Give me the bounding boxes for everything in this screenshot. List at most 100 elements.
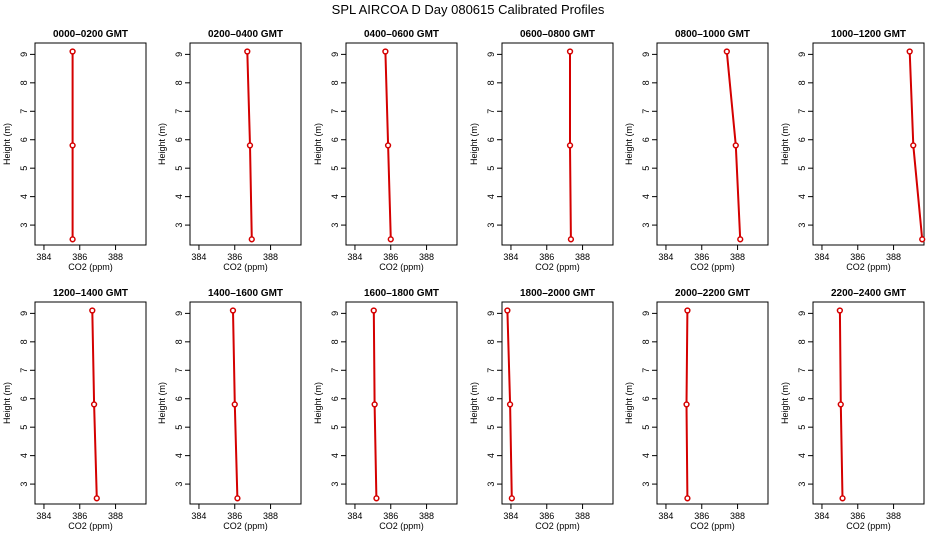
x-axis-label: CO2 (ppm): [68, 521, 113, 531]
panel-6: 1000–1200 GMT 384 386 388 3 4 5 6 7 8 9 CO2 (ppm) He…: [780, 29, 926, 272]
x-tick-label: 384: [503, 511, 518, 521]
y-tick-label: 5: [174, 425, 184, 430]
x-axis-label: CO2 (ppm): [690, 521, 735, 531]
data-point: [229, 307, 237, 314]
y-tick-label: 5: [797, 166, 807, 171]
x-tick-label: 388: [886, 511, 901, 521]
y-tick-label: 6: [641, 137, 651, 142]
x-tick-label: 384: [814, 511, 829, 521]
x-tick-label: 384: [191, 511, 206, 521]
panel-title: 1200–1400 GMT: [53, 288, 128, 299]
y-tick-label: 5: [330, 425, 340, 430]
y-tick-label: 9: [174, 52, 184, 57]
y-tick-label: 6: [174, 396, 184, 401]
y-tick-label: 8: [641, 339, 651, 344]
y-tick-label: 9: [486, 52, 496, 57]
data-point: [566, 142, 574, 149]
data-point: [836, 307, 844, 314]
panel-title: 1400–1600 GMT: [208, 288, 283, 299]
data-point: [566, 48, 574, 55]
x-tick-label: 388: [886, 252, 901, 262]
data-point: [910, 142, 917, 149]
y-tick-label: 9: [19, 52, 29, 57]
panel-title: 0200–0400 GMT: [208, 29, 283, 40]
y-tick-label: 9: [797, 52, 807, 57]
data-point: [508, 495, 515, 502]
y-tick-label: 9: [330, 311, 340, 316]
y-tick-label: 4: [174, 453, 184, 458]
y-tick-label: 4: [330, 453, 340, 458]
x-tick-label: 386: [72, 511, 87, 521]
y-tick-label: 9: [174, 311, 184, 316]
figure-title: SPL AIRCOA D Day 080615 Calibrated Profi…: [332, 2, 605, 17]
x-tick-label: 388: [263, 511, 278, 521]
y-tick-label: 7: [174, 368, 184, 373]
y-tick-label: 9: [797, 311, 807, 316]
data-point: [732, 142, 739, 149]
y-tick-label: 9: [641, 311, 651, 316]
data-point: [90, 401, 98, 408]
panel-title: 0400–0600 GMT: [364, 29, 439, 40]
x-axis-label: CO2 (ppm): [379, 262, 424, 272]
x-tick-label: 388: [263, 252, 278, 262]
panel-title: 0800–1000 GMT: [675, 29, 750, 40]
y-axis-label: Height (m): [780, 123, 790, 165]
x-tick-label: 384: [814, 252, 829, 262]
y-axis-label: Height (m): [624, 382, 634, 424]
data-point: [919, 236, 926, 243]
panel-2: 0200–0400 GMT 384 386 388 3 4 5 6 7 8 9 CO2 (ppm) He…: [157, 29, 302, 272]
panel-1: 0000–0200 GMT 384 386 388 3 4 5 6 7 8 9 CO2 (ppm) He…: [2, 29, 147, 272]
y-tick-label: 4: [641, 453, 651, 458]
y-tick-label: 4: [486, 453, 496, 458]
x-tick-label: 386: [72, 252, 87, 262]
panel-title: 2000–2200 GMT: [675, 288, 750, 299]
x-tick-label: 388: [730, 511, 745, 521]
plot-frame: [656, 301, 769, 505]
x-tick-label: 388: [575, 252, 590, 262]
panel-title: 2200–2400 GMT: [831, 288, 906, 299]
y-axis-label: Height (m): [624, 123, 634, 165]
y-axis-label: Height (m): [157, 123, 167, 165]
x-tick-label: 386: [850, 511, 865, 521]
y-tick-label: 5: [330, 166, 340, 171]
data-point: [723, 48, 730, 55]
y-tick-label: 4: [797, 194, 807, 199]
y-tick-label: 7: [19, 109, 29, 114]
panel-title: 1600–1800 GMT: [364, 288, 439, 299]
y-tick-label: 4: [797, 453, 807, 458]
y-tick-label: 6: [641, 396, 651, 401]
x-axis-label: CO2 (ppm): [223, 521, 268, 531]
x-tick-label: 386: [850, 252, 865, 262]
plot-frame: [34, 42, 147, 246]
panel-11: 2000–2200 GMT 384 386 388 3 4 5 6 7 8 9 CO2 (ppm) He…: [624, 288, 769, 531]
y-axis-label: Height (m): [469, 382, 479, 424]
y-tick-label: 4: [641, 194, 651, 199]
y-axis-label: Height (m): [2, 123, 12, 165]
data-point: [248, 236, 255, 243]
y-tick-label: 5: [486, 425, 496, 430]
data-point: [370, 307, 377, 314]
plot-frame: [189, 42, 302, 246]
y-tick-label: 3: [641, 223, 651, 228]
x-axis-label: CO2 (ppm): [846, 521, 891, 531]
x-tick-label: 386: [539, 252, 554, 262]
y-tick-label: 8: [19, 80, 29, 85]
y-tick-label: 3: [19, 482, 29, 487]
data-point: [69, 142, 76, 149]
data-point: [89, 307, 96, 314]
plot-frame: [656, 42, 769, 246]
y-tick-label: 3: [174, 482, 184, 487]
x-tick-label: 386: [694, 511, 709, 521]
panel-title: 0600–0800 GMT: [520, 29, 595, 40]
y-tick-label: 5: [19, 425, 29, 430]
x-tick-label: 388: [108, 511, 123, 521]
y-tick-label: 6: [797, 396, 807, 401]
y-axis-label: Height (m): [313, 123, 323, 165]
data-point: [839, 495, 846, 502]
y-tick-label: 3: [486, 482, 496, 487]
y-tick-label: 7: [19, 368, 29, 373]
y-tick-label: 6: [19, 137, 29, 142]
y-axis-label: Height (m): [313, 382, 323, 424]
panel-9: 1600–1800 GMT 384 386 388 3 4 5 6 7 8 9 CO2 (ppm) He…: [313, 288, 458, 531]
